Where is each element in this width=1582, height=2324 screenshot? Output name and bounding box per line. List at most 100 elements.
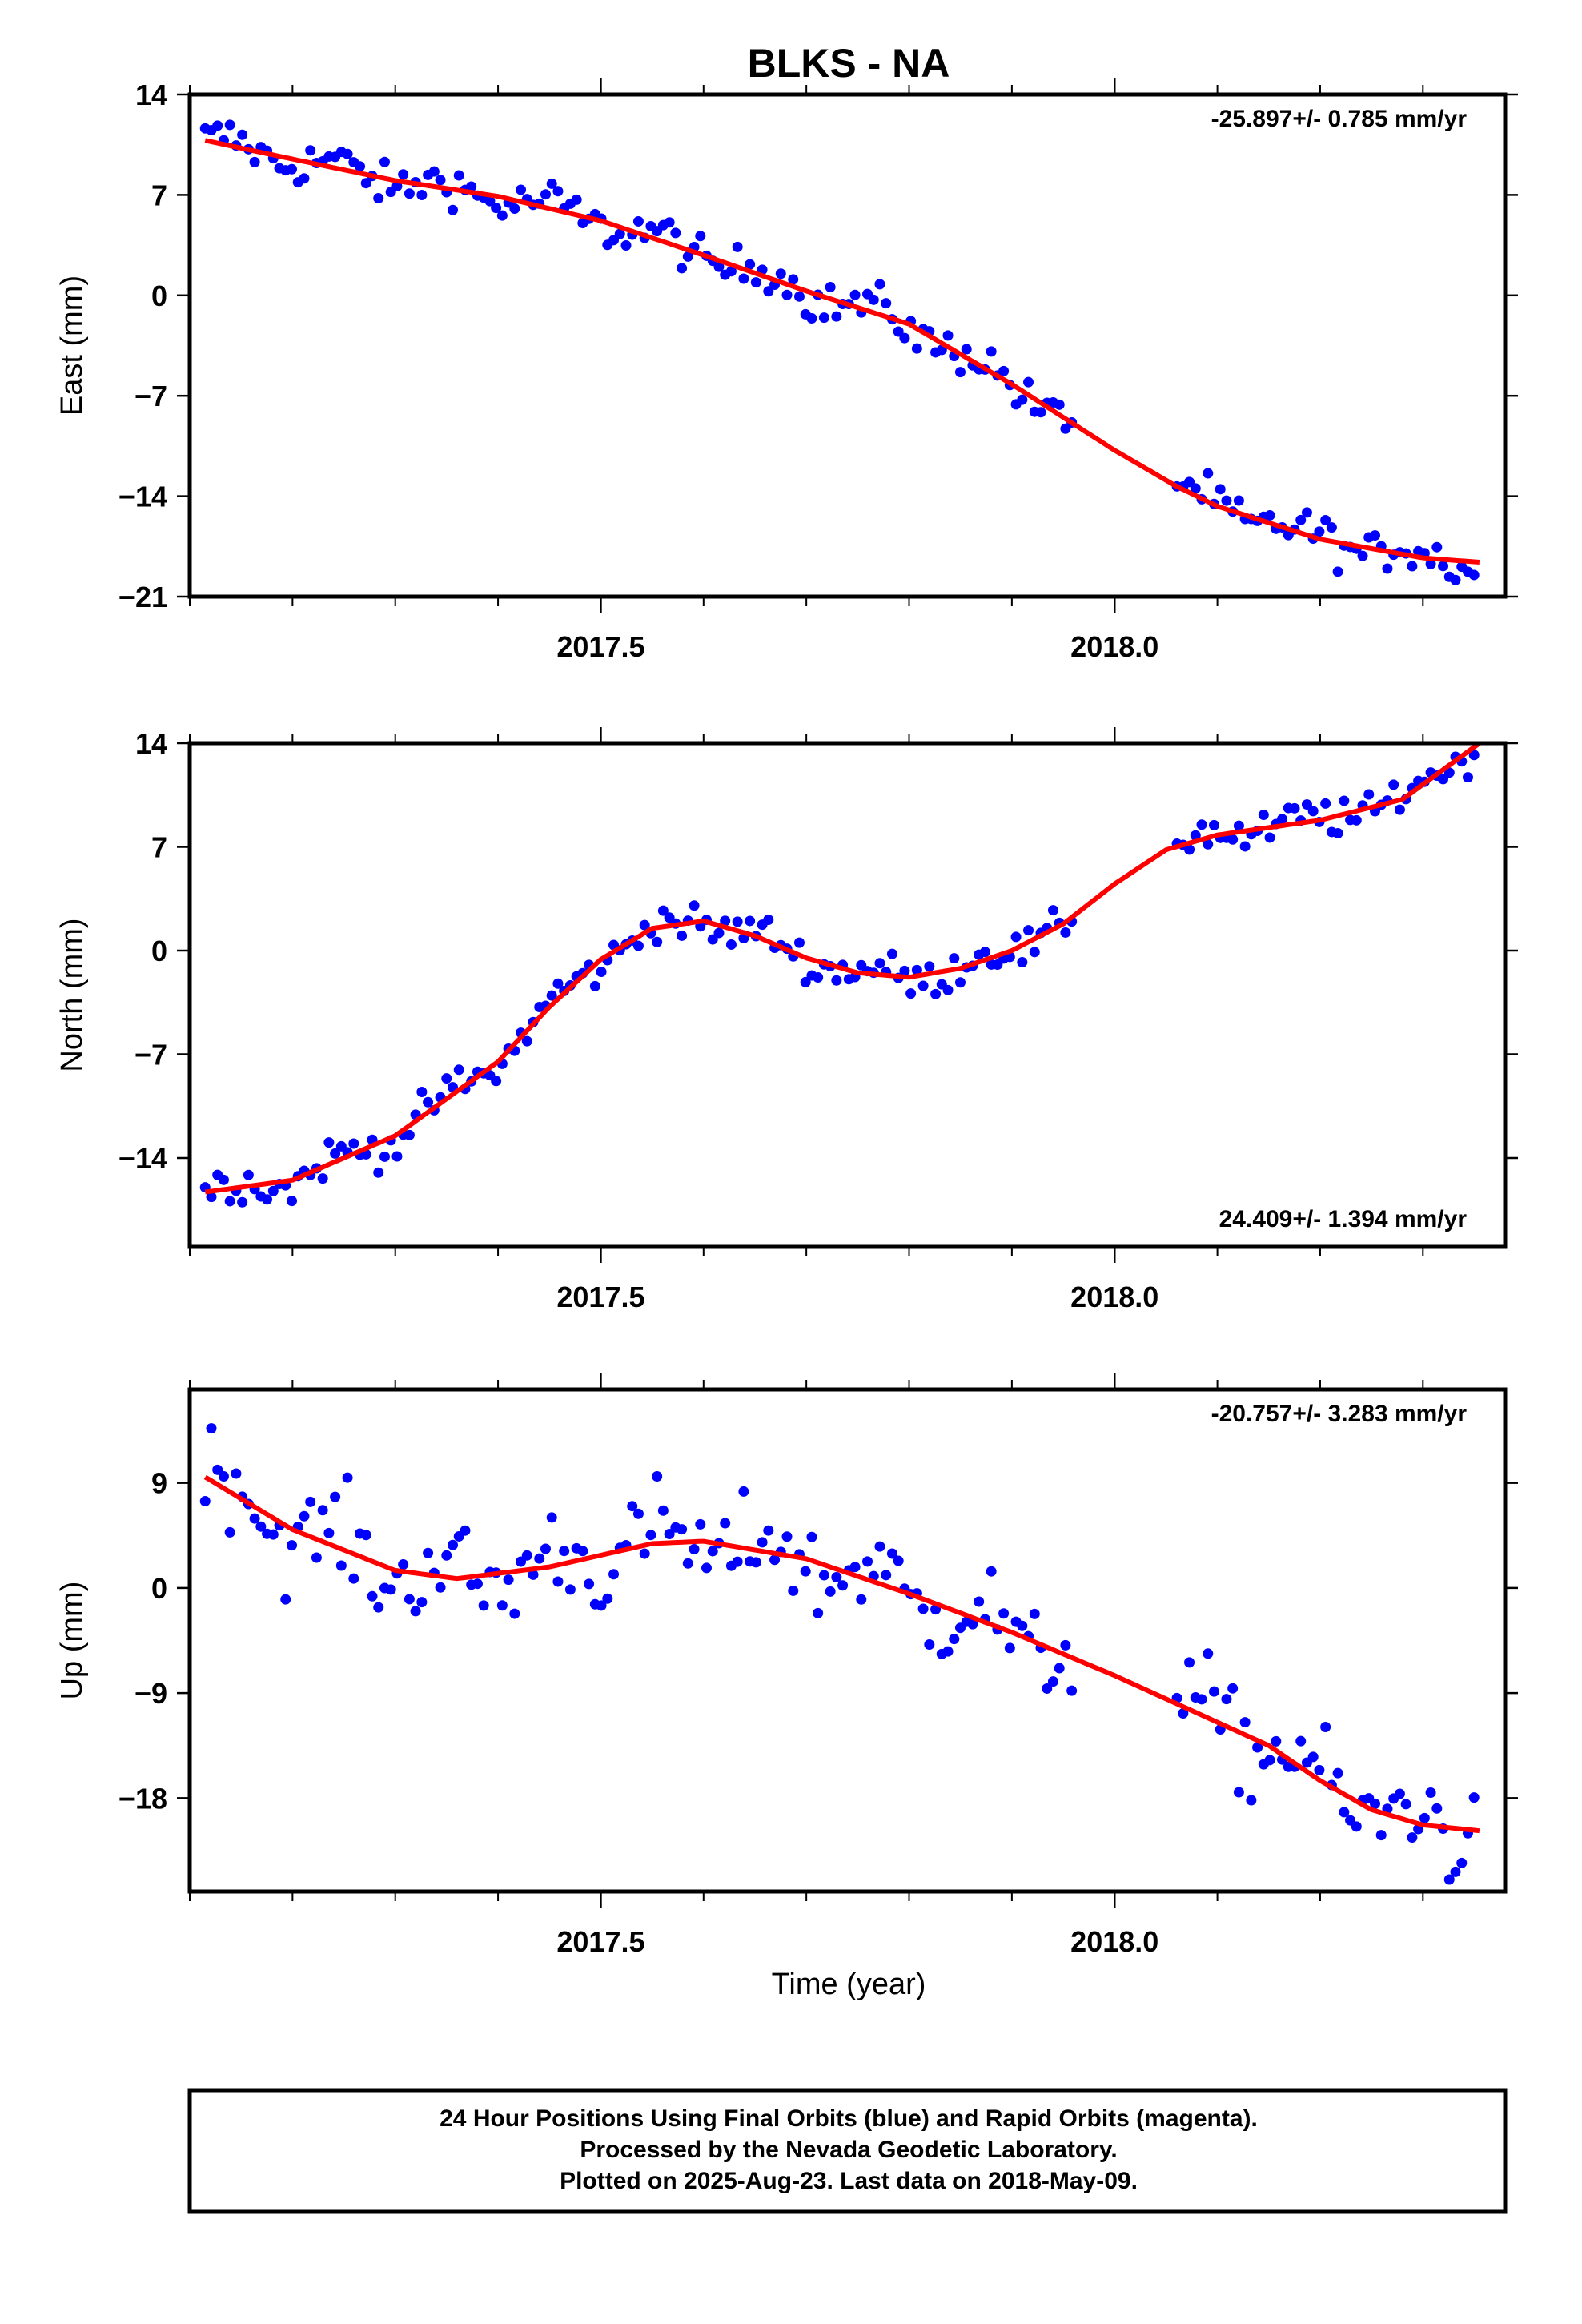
data-point bbox=[856, 1594, 867, 1605]
data-point bbox=[725, 266, 737, 277]
data-point bbox=[974, 1596, 985, 1607]
data-point bbox=[391, 1151, 403, 1162]
data-point bbox=[496, 210, 508, 221]
data-point bbox=[385, 1584, 396, 1595]
data-point bbox=[534, 1553, 545, 1564]
data-point bbox=[818, 312, 829, 324]
data-point bbox=[280, 1594, 291, 1605]
data-point bbox=[1066, 1685, 1078, 1696]
data-point bbox=[645, 1530, 656, 1541]
data-point bbox=[614, 228, 625, 239]
data-point bbox=[1023, 376, 1034, 388]
data-point bbox=[360, 178, 371, 189]
data-point bbox=[1419, 1812, 1430, 1823]
data-point bbox=[305, 145, 316, 156]
data-point bbox=[893, 326, 904, 337]
data-point bbox=[404, 188, 415, 199]
data-point bbox=[1332, 827, 1343, 838]
data-point bbox=[979, 947, 990, 958]
x-tick-label: 2017.5 bbox=[556, 630, 644, 663]
data-point bbox=[924, 1639, 935, 1651]
data-point bbox=[800, 976, 811, 987]
data-point bbox=[775, 268, 786, 279]
data-point bbox=[998, 365, 1010, 376]
data-point bbox=[218, 1470, 229, 1482]
data-point bbox=[249, 156, 260, 167]
y-tick-label: −21 bbox=[118, 581, 167, 613]
data-point bbox=[664, 217, 675, 228]
data-point bbox=[311, 1552, 322, 1563]
data-point bbox=[355, 161, 366, 172]
data-point bbox=[1184, 476, 1195, 488]
data-point bbox=[299, 173, 310, 184]
data-point bbox=[750, 1557, 761, 1568]
data-point bbox=[620, 240, 632, 251]
data-point bbox=[750, 277, 761, 288]
footer-line-2: Processed by the Nevada Geodetic Laborat… bbox=[580, 2137, 1117, 2163]
data-point bbox=[404, 1129, 415, 1140]
data-point bbox=[448, 204, 459, 215]
data-point bbox=[373, 1602, 384, 1613]
data-point bbox=[837, 1580, 849, 1591]
data-point bbox=[849, 289, 861, 300]
data-point bbox=[428, 166, 440, 177]
data-point bbox=[262, 1194, 273, 1205]
data-point bbox=[657, 1505, 669, 1516]
data-point bbox=[1178, 1708, 1189, 1719]
data-point bbox=[664, 1529, 675, 1540]
data-point bbox=[1004, 1642, 1015, 1654]
data-point bbox=[1233, 495, 1244, 506]
data-point bbox=[793, 291, 805, 302]
data-point bbox=[528, 1569, 539, 1580]
data-point bbox=[1307, 1751, 1319, 1763]
data-point bbox=[1468, 750, 1480, 761]
data-point bbox=[781, 1531, 793, 1542]
data-point bbox=[800, 1566, 811, 1577]
data-point bbox=[584, 1578, 595, 1590]
data-point bbox=[243, 1169, 254, 1180]
y-tick-label: −18 bbox=[118, 1782, 167, 1815]
trend-line-north bbox=[204, 741, 1481, 1195]
plot-frame-north bbox=[187, 741, 1508, 1249]
data-point bbox=[677, 1524, 688, 1535]
data-point bbox=[1054, 1663, 1065, 1674]
y-tick-label: 7 bbox=[151, 831, 167, 864]
trend-line-up bbox=[203, 1474, 1480, 1834]
data-point bbox=[1468, 569, 1480, 581]
data-point bbox=[949, 953, 960, 964]
data-point bbox=[707, 1546, 718, 1557]
data-point bbox=[986, 346, 997, 357]
data-point bbox=[237, 129, 248, 140]
data-point bbox=[330, 1491, 341, 1502]
data-point bbox=[677, 263, 688, 274]
data-point bbox=[781, 289, 793, 300]
data-point bbox=[503, 1574, 514, 1586]
data-point bbox=[286, 1540, 297, 1551]
data-point bbox=[1400, 1799, 1411, 1810]
data-point bbox=[769, 1554, 781, 1566]
data-point bbox=[416, 190, 428, 201]
data-point bbox=[1375, 1830, 1387, 1841]
data-point bbox=[732, 241, 743, 252]
data-point bbox=[1456, 1857, 1468, 1868]
data-point bbox=[632, 215, 644, 227]
data-point bbox=[942, 984, 954, 995]
data-point bbox=[701, 1562, 713, 1574]
data-point bbox=[1042, 1683, 1053, 1694]
data-point bbox=[564, 1584, 576, 1595]
data-point bbox=[813, 1607, 824, 1618]
data-point bbox=[448, 1539, 459, 1550]
data-point bbox=[521, 1035, 532, 1047]
data-point bbox=[763, 286, 774, 297]
data-point bbox=[1208, 819, 1219, 830]
data-point bbox=[961, 344, 972, 355]
data-point bbox=[1239, 1717, 1251, 1728]
data-point bbox=[404, 1594, 415, 1605]
data-point bbox=[930, 988, 942, 999]
footer-line-1: 24 Hour Positions Using Final Orbits (bl… bbox=[440, 2105, 1258, 2132]
data-point bbox=[1184, 844, 1195, 855]
data-point bbox=[1301, 507, 1312, 518]
data-point bbox=[738, 1486, 749, 1497]
data-point bbox=[893, 1555, 904, 1566]
data-point bbox=[1227, 1683, 1239, 1694]
